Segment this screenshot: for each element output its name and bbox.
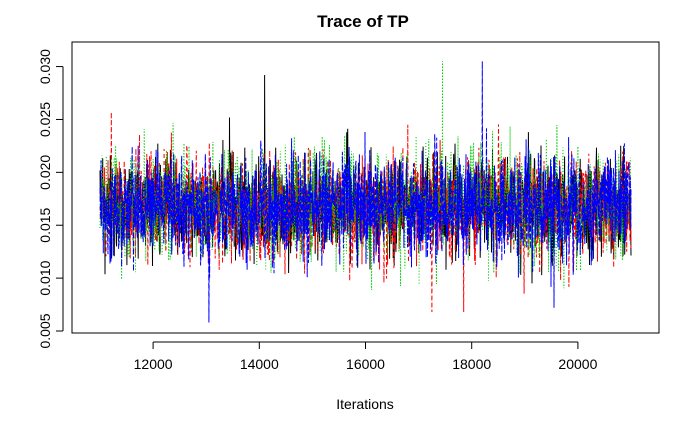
plot-frame (71, 41, 660, 334)
y-tick-label: 0.005 (37, 313, 53, 348)
series-line-4 (99, 61, 632, 323)
y-tick-label: 0.015 (37, 207, 53, 242)
x-tick-label: 20000 (558, 356, 597, 372)
x-axis-label: Iterations (336, 396, 394, 412)
x-tick-label: 16000 (346, 356, 385, 372)
x-tick-label: 14000 (240, 356, 279, 372)
x-axis: 12000 14000 16000 18000 20000 (134, 341, 598, 372)
x-tick-label: 18000 (452, 356, 491, 372)
y-axis: 0.005 0.010 0.015 0.020 0.025 0.030 (37, 49, 64, 349)
series-layer (99, 61, 632, 323)
chart-title: Trace of TP (317, 12, 409, 31)
y-tick-label: 0.030 (37, 49, 53, 84)
y-tick-label: 0.010 (37, 260, 53, 295)
y-tick-label: 0.020 (37, 155, 53, 190)
y-tick-label: 0.025 (37, 102, 53, 137)
x-tick-label: 12000 (134, 356, 173, 372)
